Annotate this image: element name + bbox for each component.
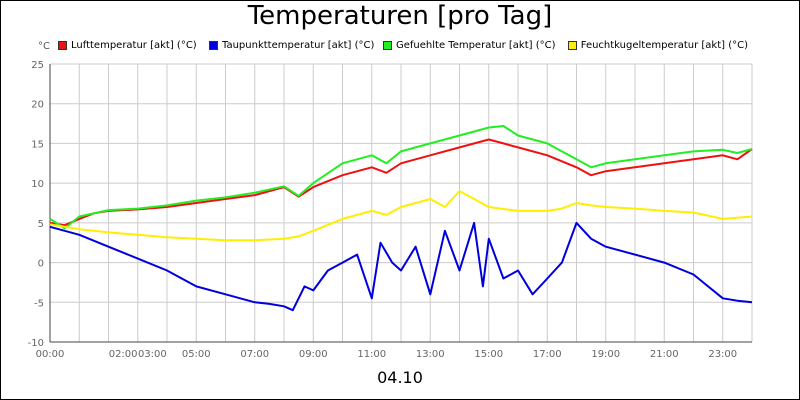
x-tick-label: 23:00 — [708, 349, 737, 360]
series-line-1 — [49, 221, 753, 312]
legend-label-lufttemperatur: Lufttemperatur [akt] (°C) — [71, 39, 197, 51]
legend: Lufttemperatur [akt] (°C) Taupunkttemper… — [58, 38, 748, 52]
y-tick-label: 25 — [31, 60, 44, 71]
chart-title: Temperaturen [pro Tag] — [247, 1, 553, 31]
x-tick-label: 09:00 — [299, 349, 328, 360]
x-axis-date-label: 04.10 — [377, 368, 423, 387]
y-tick-label: 10 — [31, 179, 44, 190]
x-tick-label: 13:00 — [416, 349, 445, 360]
x-tick-label: 07:00 — [240, 349, 269, 360]
legend-item-feuchtkugeltemperatur: Feuchtkugeltemperatur [akt] (°C) — [568, 38, 748, 52]
x-tick-label: 00:00 — [36, 349, 65, 360]
legend-swatch-gefuehlte-temperatur — [383, 40, 392, 50]
y-tick-label: 5 — [38, 219, 44, 230]
series-line-3 — [49, 190, 753, 242]
legend-swatch-lufttemperatur — [58, 40, 67, 50]
y-tick-label: -10 — [28, 338, 44, 349]
x-tick-label: 05:00 — [182, 349, 211, 360]
x-tick-label: 19:00 — [591, 349, 620, 360]
legend-label-gefuehlte-temperatur: Gefuehlte Temperatur [akt] (°C) — [396, 39, 556, 51]
legend-item-lufttemperatur: Lufttemperatur [akt] (°C) — [58, 38, 209, 52]
x-tick-label: 21:00 — [650, 349, 679, 360]
x-tick-label: 15:00 — [474, 349, 503, 360]
series-line-2 — [49, 125, 753, 230]
x-tick-label: 02:00 — [109, 349, 138, 360]
y-tick-label: 15 — [31, 139, 44, 150]
legend-swatch-feuchtkugeltemperatur — [568, 40, 577, 50]
legend-swatch-taupunkttemperatur — [209, 40, 218, 50]
x-tick-label: 03:00 — [138, 349, 167, 360]
x-tick-label: 17:00 — [533, 349, 562, 360]
y-tick-label: 0 — [38, 259, 44, 270]
legend-item-gefuehlte-temperatur: Gefuehlte Temperatur [akt] (°C) — [383, 38, 568, 52]
y-axis-unit: °C — [38, 41, 50, 52]
legend-item-taupunkttemperatur: Taupunkttemperatur [akt] (°C) — [209, 38, 383, 52]
x-tick-label: 11:00 — [357, 349, 386, 360]
legend-label-taupunkttemperatur: Taupunkttemperatur [akt] (°C) — [222, 39, 375, 51]
y-tick-label: 20 — [31, 100, 44, 111]
y-tick-label: -5 — [34, 298, 44, 309]
legend-label-feuchtkugeltemperatur: Feuchtkugeltemperatur [akt] (°C) — [580, 39, 748, 51]
